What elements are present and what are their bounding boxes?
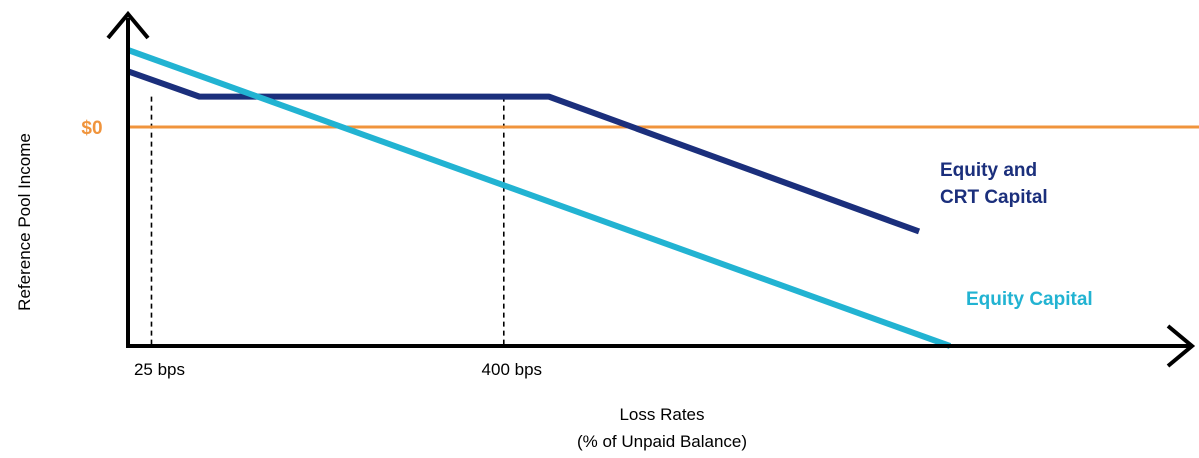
- x-axis-title-line2: (% of Unpaid Balance): [577, 432, 747, 451]
- series-line-equity-capital: [128, 47, 952, 349]
- y-tick-label-zero: $0: [81, 118, 102, 139]
- x-tick-label: 400 bps: [482, 360, 543, 379]
- x-tick-label: 25 bps: [134, 360, 185, 379]
- series-layer: [128, 47, 952, 349]
- series-label-equity-and-crt-capital: Equity and CRT Capital: [940, 160, 1048, 208]
- y-axis-arrowhead: [106, 10, 150, 40]
- y-axis-title: Reference Pool Income: [15, 133, 34, 311]
- x-axis-arrowhead: [1166, 324, 1196, 368]
- series-label-equity-capital: Equity Capital: [966, 289, 1093, 310]
- x-axis-title-line1: Loss Rates: [619, 405, 704, 424]
- dashed-guide-lines: [150, 96, 505, 346]
- series-line-equity-and-crt-capital: [128, 68, 921, 235]
